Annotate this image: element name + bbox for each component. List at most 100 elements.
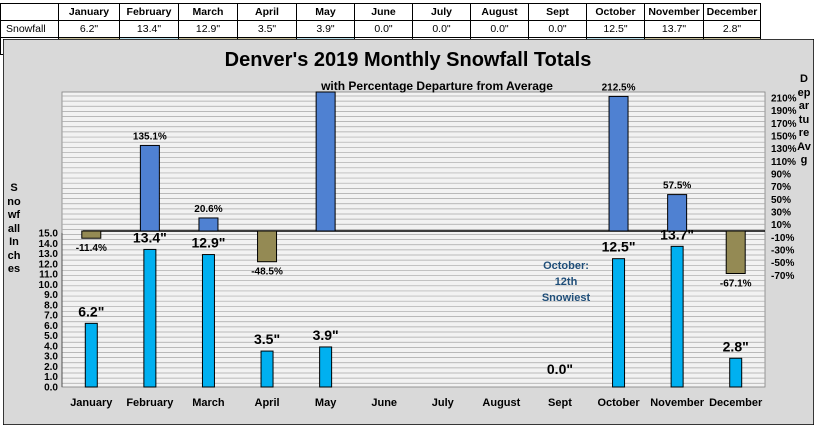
departure-data-label: 57.5% bbox=[663, 181, 691, 192]
snowfall-tick-label: 9.0 bbox=[44, 290, 58, 301]
snowfall-bar bbox=[84, 322, 98, 388]
annotation-text: Snowiest bbox=[542, 292, 591, 304]
departure-tick-label: 210% bbox=[771, 94, 797, 105]
table-cell: May bbox=[296, 3, 355, 21]
table-cell: August bbox=[470, 3, 529, 21]
snowfall-data-label: 3.9" bbox=[313, 327, 339, 343]
snowfall-data-label: 13.4" bbox=[133, 229, 167, 245]
snowfall-data-label: 6.2" bbox=[78, 303, 104, 319]
departure-tick-label: -50% bbox=[771, 258, 794, 269]
snowfall-tick-label: 2.0 bbox=[44, 362, 58, 373]
departure-tick-label: 190% bbox=[771, 106, 797, 117]
table-cell: 0.0" bbox=[354, 20, 413, 38]
table-cell: 0.0" bbox=[470, 20, 529, 38]
departure-tick-label: 170% bbox=[771, 119, 797, 130]
snowfall-tick-label: 5.0 bbox=[44, 331, 58, 342]
departure-bar bbox=[725, 230, 746, 274]
snowfall-bar bbox=[729, 357, 743, 388]
departure-tick-label: -10% bbox=[771, 233, 794, 244]
table-cell: 0.0" bbox=[412, 20, 471, 38]
snowfall-bar bbox=[143, 248, 157, 388]
table-cell: January bbox=[58, 3, 120, 21]
departure-data-label: -67.1% bbox=[720, 278, 752, 289]
snowfall-tick-label: 10.0 bbox=[39, 280, 59, 291]
table-cell: March bbox=[178, 3, 238, 21]
departure-bar bbox=[608, 95, 629, 232]
departure-data-label: 20.6% bbox=[194, 204, 222, 215]
snowfall-tick-label: 3.0 bbox=[44, 352, 58, 363]
table-cell: November bbox=[644, 3, 704, 21]
snowfall-tick-label: 14.0 bbox=[39, 239, 59, 250]
departure-tick-label: 150% bbox=[771, 132, 797, 143]
snowfall-tick-label: 4.0 bbox=[44, 341, 58, 352]
table-cell: 12.5" bbox=[586, 20, 645, 38]
table-row-heading: Snowfall bbox=[0, 20, 59, 38]
table-cell: February bbox=[119, 3, 179, 21]
chart-subtitle: with Percentage Departure from Average bbox=[320, 79, 553, 93]
table-cell: 13.7" bbox=[644, 20, 704, 38]
annotation-text: 12th bbox=[555, 276, 578, 288]
snowfall-tick-label: 12.0 bbox=[39, 259, 59, 270]
table-cell: December bbox=[703, 3, 761, 21]
departure-tick-label: -30% bbox=[771, 246, 794, 257]
departure-bar bbox=[667, 194, 688, 232]
departure-axis-label: DepartureAvg bbox=[797, 73, 811, 166]
table-cell: Sept bbox=[528, 3, 587, 21]
chart-title: Denver's 2019 Monthly Snowfall Totals bbox=[225, 49, 592, 71]
snowfall-axis-label: SnowfallInches bbox=[7, 182, 21, 275]
snowfall-bar bbox=[670, 245, 684, 388]
x-tick-label: July bbox=[432, 397, 455, 409]
snowfall-tick-label: 6.0 bbox=[44, 321, 58, 332]
departure-data-label: -11.4% bbox=[76, 243, 107, 254]
snowfall-tick-label: 13.0 bbox=[39, 249, 59, 260]
departure-tick-label: -70% bbox=[771, 271, 794, 282]
table-cell: June bbox=[354, 3, 413, 21]
departure-data-label: 135.1% bbox=[133, 131, 167, 142]
x-tick-label: August bbox=[482, 397, 520, 409]
snowfall-data-label: 12.9" bbox=[192, 235, 226, 251]
departure-bar bbox=[198, 217, 219, 232]
x-tick-label: November bbox=[650, 397, 705, 409]
table-cell: 13.4" bbox=[119, 20, 179, 38]
snowfall-tick-label: 15.0 bbox=[39, 229, 59, 240]
table-header-row: January February March April May June July Augu… bbox=[0, 3, 761, 21]
snowfall-bar bbox=[319, 346, 333, 388]
departure-tick-label: 90% bbox=[771, 170, 791, 181]
departure-bar bbox=[257, 230, 278, 263]
departure-tick-label: 70% bbox=[771, 182, 791, 193]
annotation-text: October: bbox=[543, 260, 589, 272]
snowfall-data-label: 0.0" bbox=[547, 361, 573, 377]
departure-bar bbox=[139, 144, 160, 232]
x-tick-label: March bbox=[192, 397, 225, 409]
table-cell: 3.9" bbox=[296, 20, 355, 38]
table-cell: 2.8" bbox=[703, 20, 761, 38]
x-tick-label: January bbox=[70, 397, 113, 409]
x-tick-label: February bbox=[126, 397, 174, 409]
chart-svg: 0.01.02.03.04.05.06.07.08.09.010.011.012… bbox=[3, 39, 814, 425]
table-cell: 3.5" bbox=[237, 20, 297, 38]
departure-tick-label: 110% bbox=[771, 157, 796, 168]
chart-frame: 0.0 1.0 2.0 3.0 4.0 5.0 6.0 7.0 8.0 9.0 10.0 11.0 12… bbox=[3, 39, 814, 425]
table-cell: 0.0" bbox=[528, 20, 587, 38]
departure-bar bbox=[315, 91, 336, 232]
departure-tick-label: 10% bbox=[771, 220, 791, 231]
table-cell: 12.9" bbox=[178, 20, 238, 38]
table-cell: April bbox=[237, 3, 297, 21]
snowfall-tick-label: 11.0 bbox=[39, 270, 58, 281]
table-cell: July bbox=[412, 3, 471, 21]
snowfall-tick-label: 7.0 bbox=[44, 311, 58, 322]
x-tick-label: Sept bbox=[548, 397, 572, 409]
snowfall-bar bbox=[612, 258, 626, 388]
snowfall-data-label: 2.8" bbox=[723, 338, 749, 354]
x-tick-label: May bbox=[315, 397, 337, 409]
departure-tick-label: 30% bbox=[771, 208, 791, 219]
departure-data-label: 212.5% bbox=[602, 82, 636, 93]
snowfall-tick-label: 0.0 bbox=[44, 383, 58, 394]
snowfall-data-label: 3.5" bbox=[254, 331, 280, 347]
departure-tick-label: 130% bbox=[771, 144, 797, 155]
x-tick-label: December bbox=[709, 397, 763, 409]
departure-data-label: -48.5% bbox=[251, 267, 283, 278]
x-tick-label: June bbox=[371, 397, 397, 409]
snowfall-bar bbox=[260, 350, 274, 388]
table-cell: October bbox=[586, 3, 645, 21]
